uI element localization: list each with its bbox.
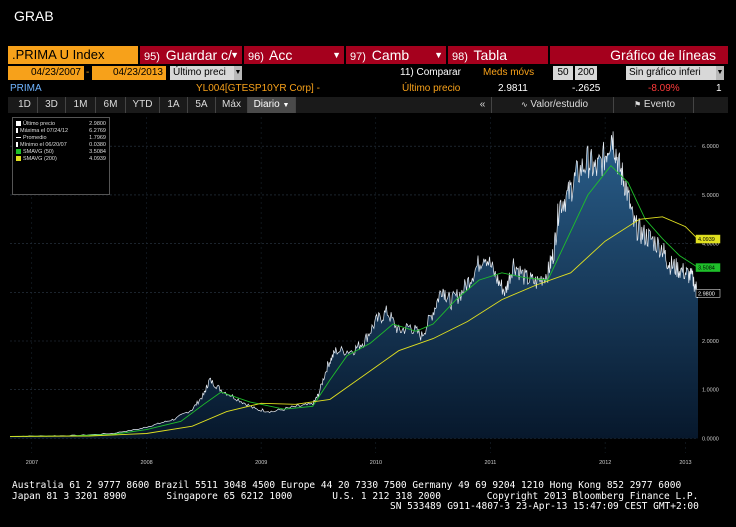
y-tick-label: 4.0000 [702, 242, 719, 248]
window-title: GRAB [14, 8, 54, 24]
chart-toolbar: 1D 3D 1M 6M YTD 1A 5A Máx Diario ▼ « ∿ V… [8, 97, 728, 113]
change-button[interactable]: 97) Camb ▼ [346, 46, 446, 64]
price-tag [695, 234, 721, 244]
value-study-label: Valor/estudio [530, 99, 589, 110]
chart-line-icon: ∿ [520, 100, 528, 109]
series-name: PRIMA [10, 83, 42, 94]
legend-swatch [16, 156, 21, 162]
chart-type-title[interactable]: Gráfico de líneas [550, 46, 728, 64]
price-tag-label: 2.9800 [698, 291, 715, 297]
compare-link[interactable]: 11) Comparar [400, 67, 461, 78]
x-tick-label: 2013 [679, 460, 691, 466]
actions-button[interactable]: 96) Acc ▼ [244, 46, 344, 64]
table-button[interactable]: 98) Tabla [448, 46, 548, 64]
chevron-down-icon: ▼ [332, 50, 341, 60]
price-line [9, 131, 699, 438]
price-chart[interactable]: 6.00005.00004.00003.00002.00001.00000.00… [8, 113, 728, 468]
legend-swatch [16, 121, 21, 127]
mavg-50-field[interactable]: 50 [553, 66, 573, 80]
smavg-50-line [9, 165, 699, 437]
legend-swatch [16, 149, 21, 155]
y-tick-label: 1.0000 [702, 388, 719, 394]
ticker-field[interactable]: .PRIMA U Index [8, 46, 138, 64]
legend-entry-smavg200: SMAVG (200) 4.0939 [16, 156, 106, 163]
price-tag-label: 4.0939 [698, 237, 715, 243]
y-tick-label: 6.0000 [702, 144, 719, 150]
date-separator: - [86, 67, 90, 78]
period-5a-button[interactable]: 5A [188, 97, 216, 113]
security-name: YL004[GTESP10YR Corp] - [196, 83, 320, 94]
chevron-down-icon: ▼ [230, 50, 239, 60]
period-6m-button[interactable]: 6M [96, 97, 126, 113]
smavg-200-line [9, 216, 699, 437]
x-tick-label: 2010 [370, 460, 382, 466]
legend-entry-max: Máxima el 07/24/12 6.2769 [16, 128, 106, 135]
period-ytd-button[interactable]: YTD [126, 97, 160, 113]
y-tick-label: 5.0000 [702, 193, 719, 199]
table-button-label: Tabla [473, 47, 508, 63]
legend-entry-average: Promedio 1.7969 [16, 135, 106, 142]
legend-entry-min: Mínimo el 06/20/07 0.0380 [16, 142, 106, 149]
period-max-button[interactable]: Máx [216, 97, 248, 113]
period-1a-button[interactable]: 1A [160, 97, 188, 113]
price-tag [695, 263, 721, 272]
mavg-200-field[interactable]: 200 [575, 66, 597, 80]
price-change-percent: -8.09% [648, 83, 680, 94]
save-button-label: Guardar c/ [165, 47, 232, 63]
chevron-down-icon[interactable]: ▼ [234, 66, 242, 80]
price-change: -.2625 [572, 83, 601, 94]
chevron-down-icon: ▼ [434, 50, 443, 60]
chevron-down-icon: ▼ [282, 102, 290, 109]
flag-icon: ⚑ [633, 100, 642, 109]
x-tick-label: 2008 [140, 460, 152, 466]
x-tick-label: 2007 [26, 460, 38, 466]
event-label: Evento [643, 99, 676, 110]
legend-entry-smavg50: SMAVG (50) 3.5084 [16, 149, 106, 156]
period-1m-button[interactable]: 1M [66, 97, 96, 113]
table-button-number: 98) [452, 51, 468, 63]
legend-entry-last: Último precio 2.9800 [16, 121, 106, 128]
price-area [10, 131, 698, 439]
period-1d-button[interactable]: 1D [12, 97, 38, 113]
change-button-number: 97) [350, 51, 366, 63]
chart-svg: 6.00005.00004.00003.00002.00001.00000.00… [9, 117, 721, 466]
footer-contacts-2: Japan 81 3 3201 8900 Singapore 65 6212 1… [12, 490, 699, 502]
save-button-number: 95) [144, 51, 160, 63]
command-bar: .PRIMA U Index 95) Guardar c/ ▼ 96) Acc … [8, 46, 728, 64]
period-3d-button[interactable]: 3D [38, 97, 66, 113]
moving-averages-label: Meds móvs [483, 67, 535, 78]
frequency-select[interactable]: Diario ▼ [248, 97, 296, 113]
y-tick-label: 2.0000 [702, 339, 719, 345]
change-button-label: Camb [371, 47, 410, 63]
collapse-icon[interactable]: « [474, 97, 492, 113]
lower-chart-select[interactable]: Sin gráfico inferi [626, 66, 716, 80]
start-date-field[interactable]: 04/23/2007 [8, 66, 84, 80]
frequency-label: Diario [253, 99, 280, 110]
chart-legend: Último precio 2.9800 Máxima el 07/24/12 6.… [12, 117, 110, 195]
legend-swatch [16, 137, 21, 139]
x-tick-label: 2012 [599, 460, 611, 466]
y-tick-label: 0.0000 [702, 436, 719, 442]
footer: Australia 61 2 9777 8600 Brazil 5511 304… [12, 480, 726, 513]
last-price-label: Último precio [402, 83, 461, 94]
price-tag-label: 3.5084 [698, 266, 715, 272]
end-date-field[interactable]: 04/23/2013 [92, 66, 166, 80]
footer-contacts-1: Australia 61 2 9777 8600 Brazil 5511 304… [12, 480, 682, 491]
actions-button-label: Acc [269, 47, 293, 63]
save-button[interactable]: 95) Guardar c/ ▼ [140, 46, 242, 64]
event-button[interactable]: ⚑ Evento [616, 97, 694, 113]
x-tick-label: 2009 [255, 460, 267, 466]
series-count: 1 [716, 83, 722, 94]
legend-swatch [16, 128, 18, 134]
price-type-select[interactable]: Último preci [170, 66, 234, 80]
x-tick-label: 2011 [484, 460, 496, 466]
footer-session: SN 533489 G911-4807-3 23-Apr-13 15:47:09… [390, 501, 699, 512]
actions-button-number: 96) [248, 51, 264, 63]
value-study-button[interactable]: ∿ Valor/estudio [496, 97, 614, 113]
price-tag [695, 289, 721, 298]
last-price-value: 2.9811 [498, 83, 528, 94]
chevron-down-icon[interactable]: ▼ [716, 66, 724, 80]
legend-swatch [16, 142, 18, 148]
